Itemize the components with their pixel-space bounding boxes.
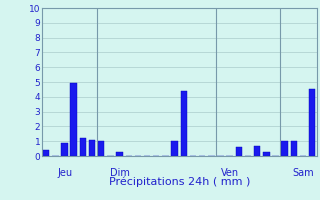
Text: Ven: Ven <box>220 168 239 178</box>
Bar <box>116 152 123 156</box>
Text: Sam: Sam <box>292 168 314 178</box>
Bar <box>43 150 49 156</box>
Bar <box>254 146 260 156</box>
Bar <box>61 143 68 156</box>
Bar <box>180 91 187 156</box>
Bar <box>80 138 86 156</box>
Bar <box>236 147 242 156</box>
Bar <box>89 140 95 156</box>
Bar <box>98 141 104 156</box>
Bar <box>70 83 77 156</box>
Bar <box>263 152 269 156</box>
Bar <box>282 141 288 156</box>
Bar <box>291 141 297 156</box>
Text: Jeu: Jeu <box>57 168 72 178</box>
Bar <box>309 89 316 156</box>
Text: Dim: Dim <box>110 168 130 178</box>
Text: Précipitations 24h ( mm ): Précipitations 24h ( mm ) <box>108 177 250 187</box>
Bar <box>172 141 178 156</box>
